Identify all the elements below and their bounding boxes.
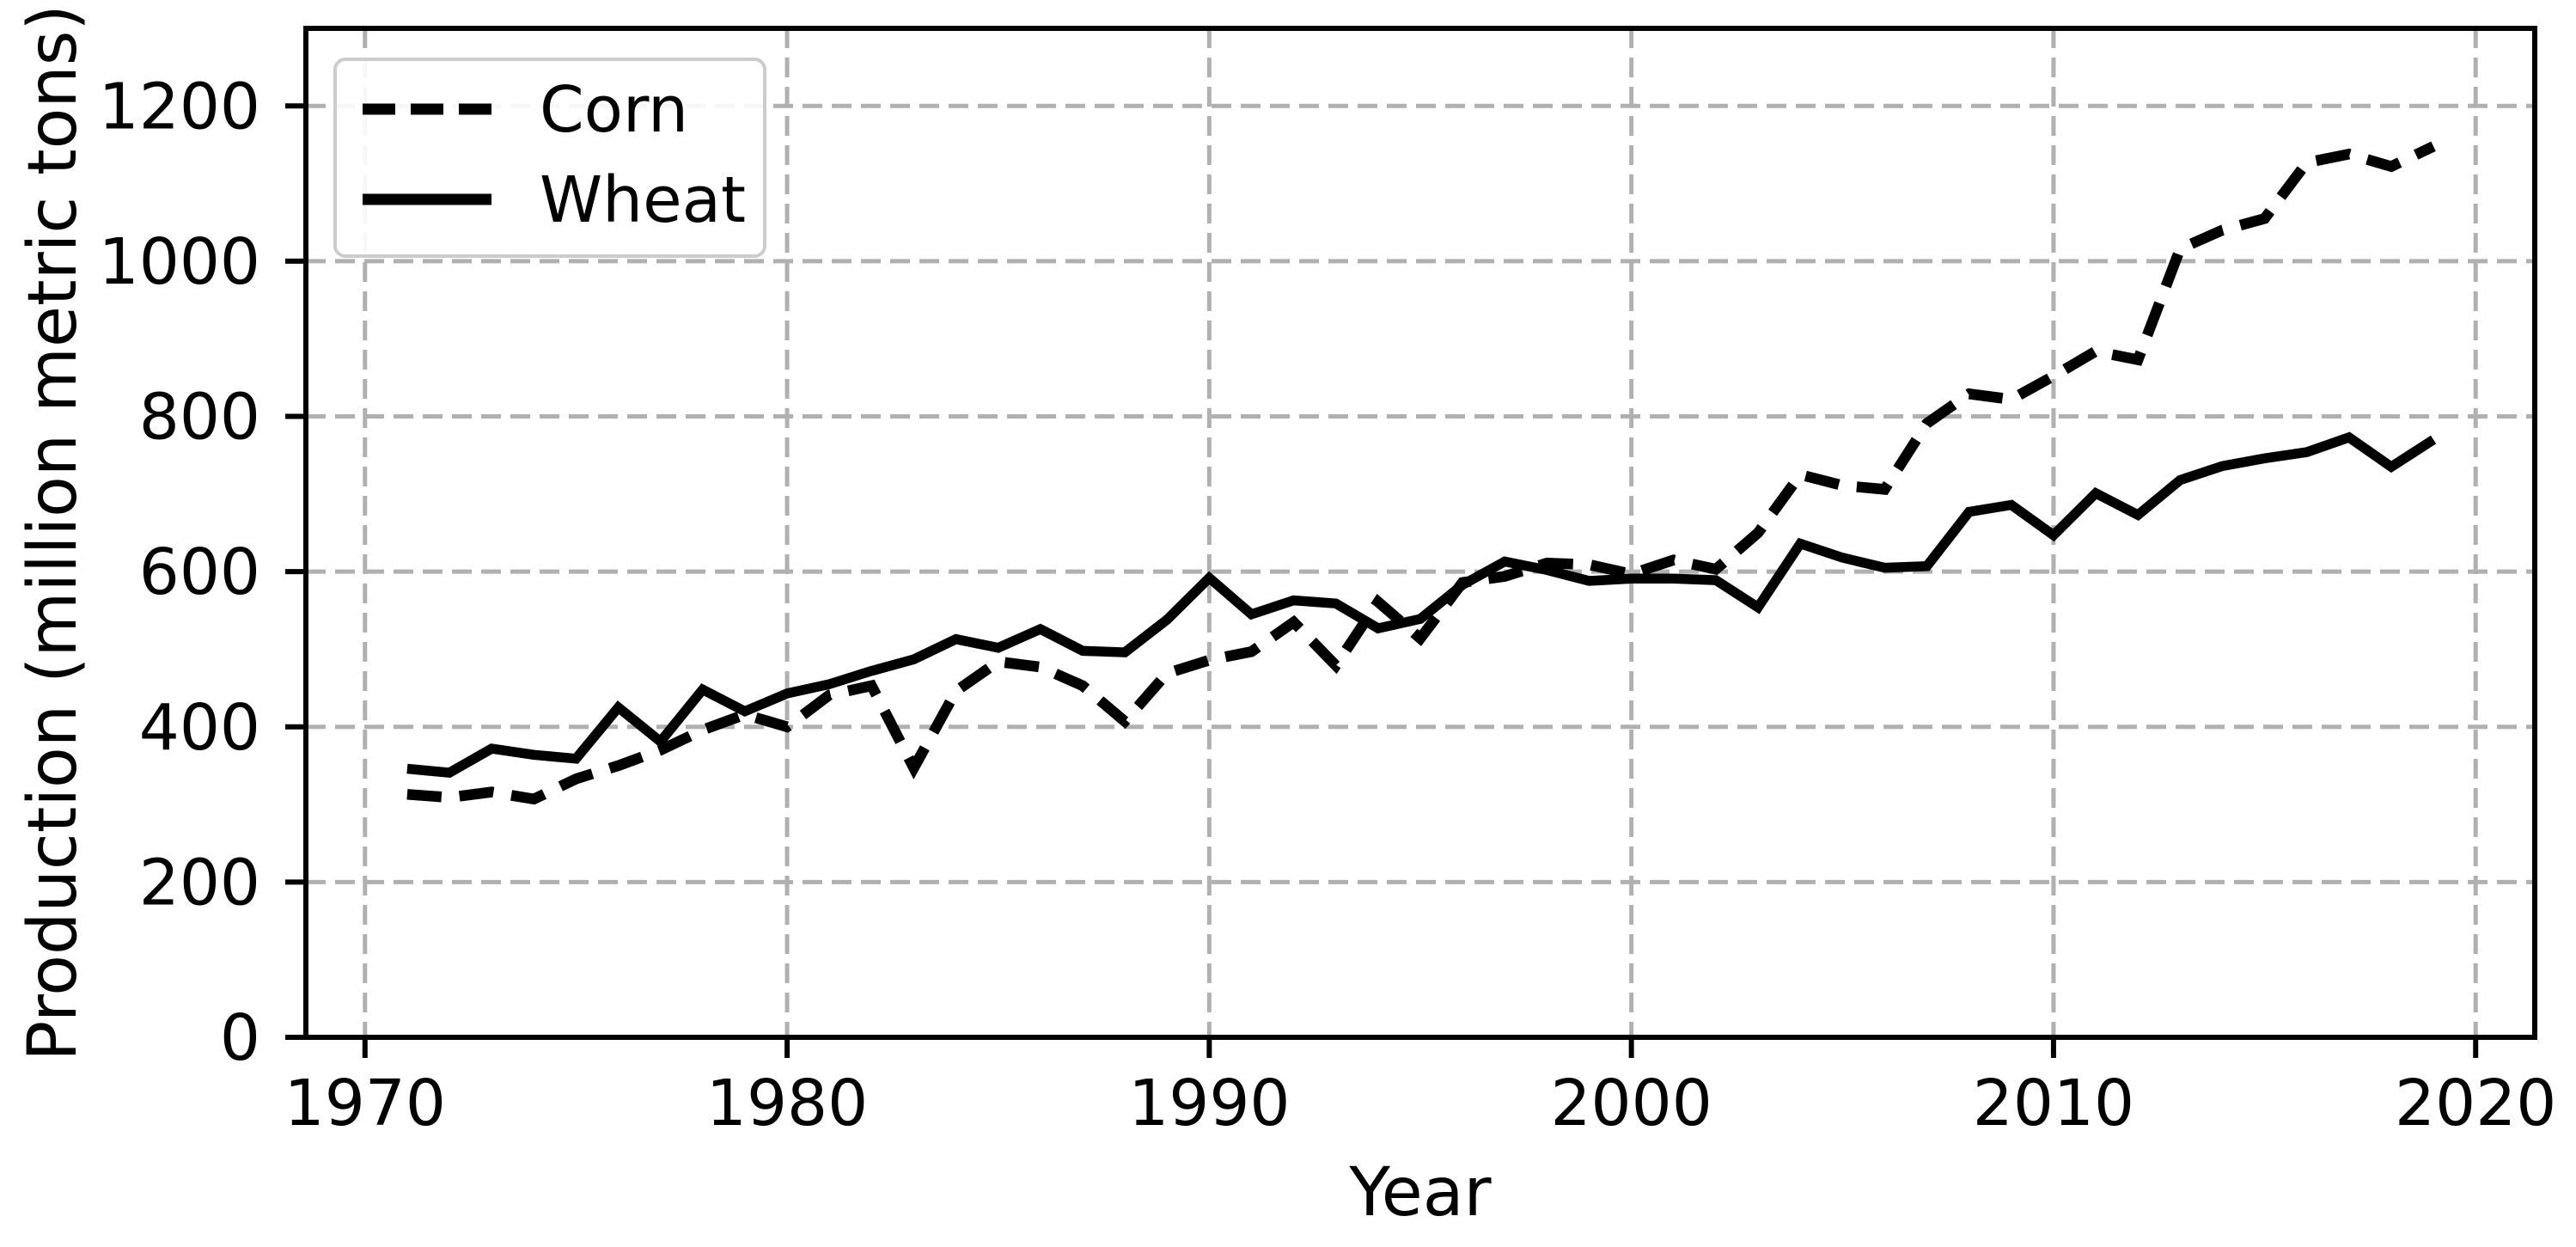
x-tick-label-1990: 1990 [1128,1067,1290,1140]
legend-corn-label: Corn [540,73,688,147]
corn-line [406,141,2436,805]
x-tick-marks [362,1037,2479,1058]
legend: Corn Wheat [333,58,766,258]
x-tick-label-1970: 1970 [284,1067,446,1140]
y-tick-marks [285,103,306,1040]
x-tick-labels: 1970 1980 1990 2000 2010 2020 [284,1067,2557,1140]
x-tick-label-2000: 2000 [1550,1067,1712,1140]
corn-series-path [406,141,2436,805]
x-axis-label: Year [1348,1154,1492,1232]
x-tick-label-2020: 2020 [2395,1067,2556,1140]
y-tick-label-600: 600 [139,535,260,609]
y-tick-label-800: 800 [139,381,260,455]
wheat-line [406,431,2437,778]
x-tick-label-2010: 2010 [1973,1067,2134,1140]
y-tick-label-400: 400 [139,691,260,765]
legend-wheat-label: Wheat [540,163,746,237]
wheat-series-path [406,431,2437,778]
plot-border [303,26,2537,1040]
y-axis-label: Production (million metric tons) [15,4,92,1061]
y-tick-labels: 0 200 400 600 800 1000 1200 [99,70,260,1075]
y-tick-label-200: 200 [139,846,260,920]
y-tick-label-1200: 1200 [99,70,260,144]
y-tick-label-0: 0 [220,1001,260,1075]
x-tick-label-1980: 1980 [706,1067,868,1140]
y-tick-label-1000: 1000 [99,225,260,299]
